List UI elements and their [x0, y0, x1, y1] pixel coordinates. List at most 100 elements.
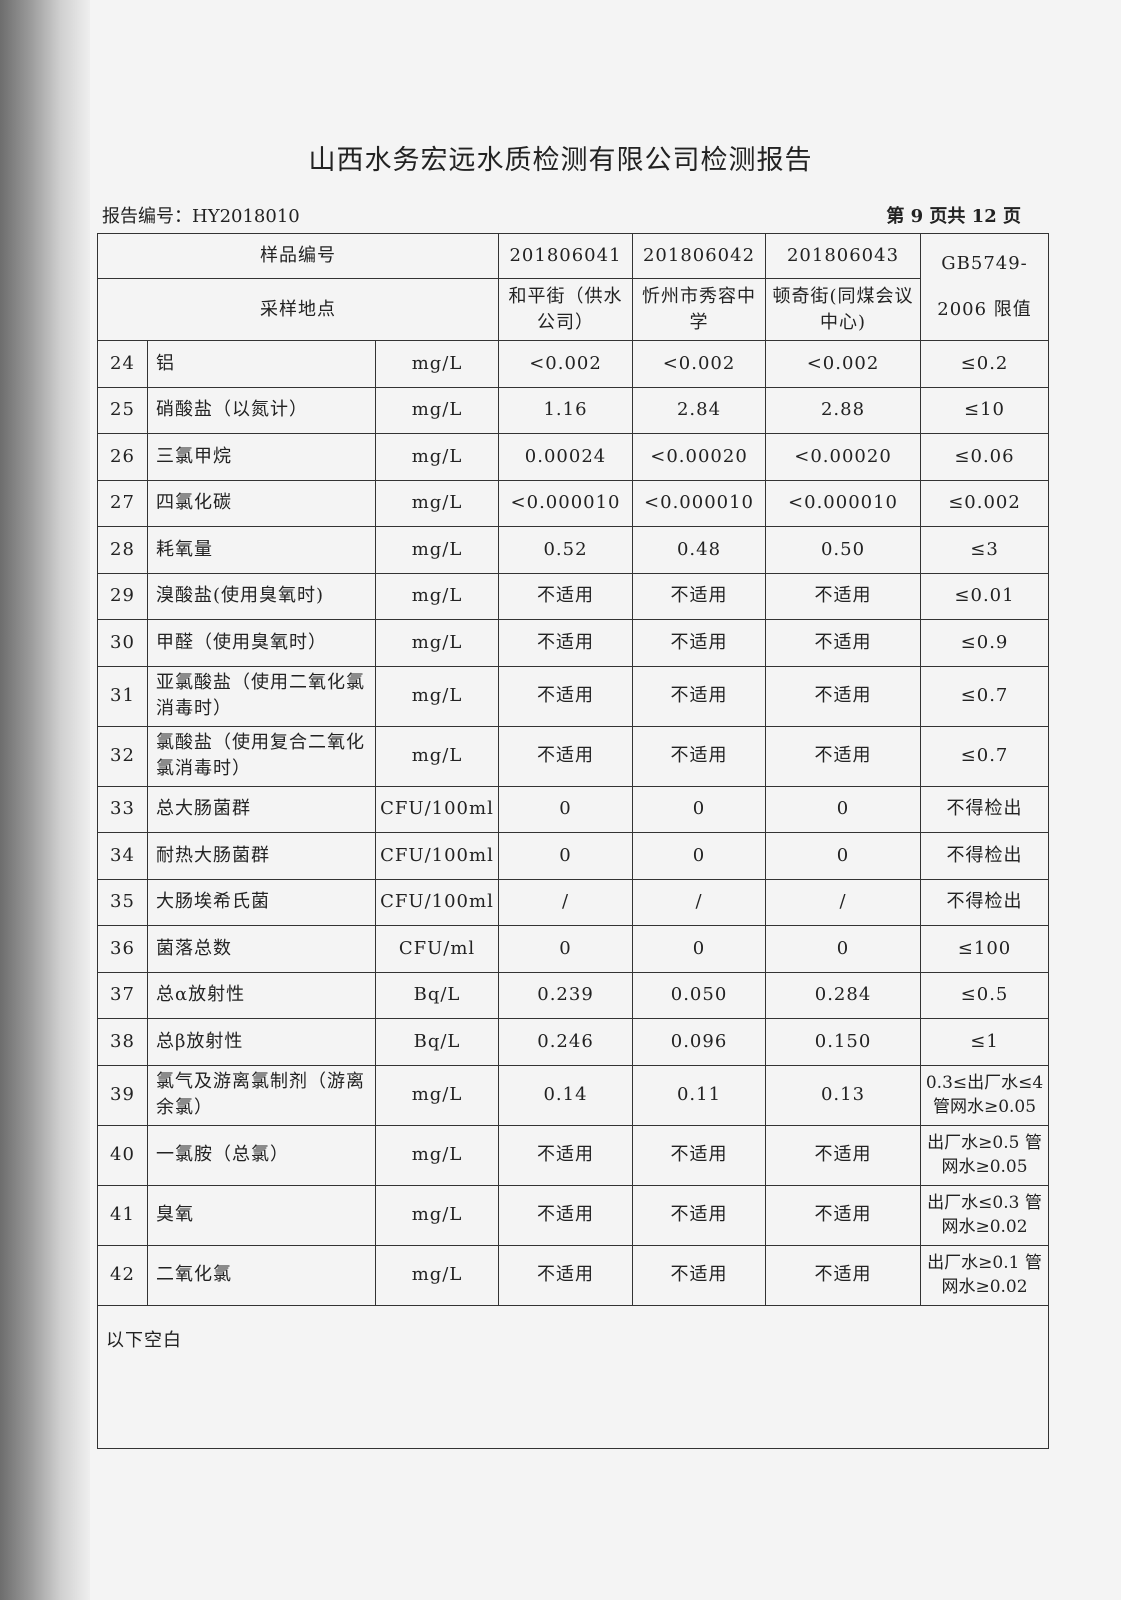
- table-row: 31 亚氯酸盐（使用二氧化氯消毒时） mg/L 不适用 不适用 不适用 ≤0.7: [97, 665, 1050, 727]
- limit: ≤0.2: [920, 340, 1050, 388]
- value: /: [498, 878, 634, 926]
- value: 不适用: [632, 1124, 767, 1186]
- row-number: 35: [97, 878, 148, 926]
- value: 不适用: [632, 572, 767, 620]
- value: 0.52: [498, 526, 634, 574]
- value: 不适用: [498, 1124, 634, 1186]
- unit: Bq/L: [374, 1018, 500, 1066]
- unit: Bq/L: [374, 971, 500, 1019]
- limit: 出厂水≥0.5 管网水≥0.05: [920, 1124, 1050, 1186]
- row-number: 36: [97, 925, 148, 973]
- limit: ≤10: [920, 386, 1050, 434]
- item-name: 铝: [147, 340, 376, 388]
- sample-location: 忻州市秀容中学: [632, 278, 767, 341]
- row-number: 25: [97, 386, 148, 434]
- unit: mg/L: [374, 1184, 500, 1246]
- value: 不适用: [498, 619, 634, 667]
- value: 0: [632, 785, 767, 833]
- row-number: 37: [97, 971, 148, 1019]
- value: 不适用: [498, 1184, 634, 1246]
- unit: CFU/100ml: [374, 878, 500, 926]
- page-number: 第 9 页共 12 页: [886, 206, 1021, 227]
- row-number: 27: [97, 479, 148, 527]
- value: <0.00020: [632, 433, 767, 481]
- limit: ≤100: [920, 925, 1050, 973]
- value: /: [765, 878, 922, 926]
- sample-id: 201806042: [632, 233, 767, 279]
- unit: mg/L: [374, 1124, 500, 1186]
- unit: CFU/100ml: [374, 832, 500, 880]
- limit: ≤0.9: [920, 619, 1050, 667]
- table-row: 42 二氧化氯 mg/L 不适用 不适用 不适用 出厂水≥0.1 管网水≥0.02: [97, 1244, 1050, 1306]
- value: 0: [765, 785, 922, 833]
- header-row-sample-id: 样品编号 201806041 201806042 201806043 GB574…: [96, 233, 1050, 341]
- value: 0.50: [765, 526, 922, 574]
- unit: mg/L: [374, 1244, 500, 1306]
- table-row: 26 三氯甲烷 mg/L 0.00024 <0.00020 <0.00020 ≤0.06: [97, 433, 1050, 481]
- standard-label: GB5749-2006 限值: [920, 233, 1050, 341]
- row-number: 40: [97, 1124, 148, 1186]
- value: 不适用: [632, 1184, 767, 1246]
- table-row: 40 一氯胺（总氯） mg/L 不适用 不适用 不适用 出厂水≥0.5 管网水≥0.05: [97, 1124, 1050, 1186]
- item-name: 一氯胺（总氯）: [147, 1124, 376, 1186]
- item-name: 甲醛（使用臭氧时）: [147, 619, 376, 667]
- value: 不适用: [498, 725, 634, 787]
- table-row: 30 甲醛（使用臭氧时） mg/L 不适用 不适用 不适用 ≤0.9: [97, 619, 1050, 667]
- value: 不适用: [632, 1244, 767, 1306]
- table-row: 41 臭氧 mg/L 不适用 不适用 不适用 出厂水≤0.3 管网水≥0.02: [97, 1184, 1050, 1246]
- value: 0.150: [765, 1018, 922, 1066]
- report-number: 报告编号：HY2018010: [102, 206, 300, 227]
- row-number: 38: [97, 1018, 148, 1066]
- value: 0: [632, 832, 767, 880]
- item-name: 菌落总数: [147, 925, 376, 973]
- value: 0.48: [632, 526, 767, 574]
- value: 不适用: [765, 619, 922, 667]
- value: 0.246: [498, 1018, 634, 1066]
- table-row: 29 溴酸盐(使用臭氧时) mg/L 不适用 不适用 不适用 ≤0.01: [97, 572, 1050, 620]
- scan-edge-shadow: [0, 0, 90, 1600]
- sample-location: 顿奇街(同煤会议中心): [765, 278, 922, 341]
- item-name: 四氯化碳: [147, 479, 376, 527]
- item-name: 溴酸盐(使用臭氧时): [147, 572, 376, 620]
- limit: ≤0.7: [920, 665, 1050, 727]
- value: <0.002: [498, 340, 634, 388]
- row-number: 28: [97, 526, 148, 574]
- value: 0: [765, 832, 922, 880]
- value: /: [632, 878, 767, 926]
- row-number: 34: [97, 832, 148, 880]
- table-row: 24 铝 mg/L <0.002 <0.002 <0.002 ≤0.2: [97, 340, 1050, 388]
- table-row: 39 氯气及游离氯制剂（游离余氯） mg/L 0.14 0.11 0.13 0.3≤出厂水≤…: [97, 1064, 1050, 1126]
- table-row: 33 总大肠菌群 CFU/100ml 0 0 0 不得检出: [97, 785, 1050, 833]
- sample-location: 和平街（供水公司）: [498, 278, 634, 341]
- value: 不适用: [632, 619, 767, 667]
- row-number: 31: [97, 665, 148, 727]
- value: 0.13: [765, 1064, 922, 1126]
- limit: ≤3: [920, 526, 1050, 574]
- item-name: 总α放射性: [147, 971, 376, 1019]
- value: 不适用: [632, 665, 767, 727]
- value: <0.000010: [498, 479, 634, 527]
- item-name: 氯气及游离氯制剂（游离余氯）: [147, 1064, 376, 1126]
- limit: 不得检出: [920, 878, 1050, 926]
- unit: mg/L: [374, 526, 500, 574]
- limit: ≤0.5: [920, 971, 1050, 1019]
- value: <0.00020: [765, 433, 922, 481]
- table-row: 36 菌落总数 CFU/ml 0 0 0 ≤100: [97, 925, 1050, 973]
- unit: mg/L: [374, 1064, 500, 1126]
- unit: mg/L: [374, 572, 500, 620]
- sample-id: 201806041: [498, 233, 634, 279]
- value: 不适用: [498, 572, 634, 620]
- limit: 不得检出: [920, 832, 1050, 880]
- row-number: 26: [97, 433, 148, 481]
- value: <0.002: [632, 340, 767, 388]
- row-number: 29: [97, 572, 148, 620]
- item-name: 大肠埃希氏菌: [147, 878, 376, 926]
- value: 0: [498, 925, 634, 973]
- unit: mg/L: [374, 433, 500, 481]
- item-name: 二氧化氯: [147, 1244, 376, 1306]
- value: 0.14: [498, 1064, 634, 1126]
- value: 0.11: [632, 1064, 767, 1126]
- unit: mg/L: [374, 619, 500, 667]
- table-row: 37 总α放射性 Bq/L 0.239 0.050 0.284 ≤0.5: [97, 971, 1050, 1019]
- value: 0: [632, 925, 767, 973]
